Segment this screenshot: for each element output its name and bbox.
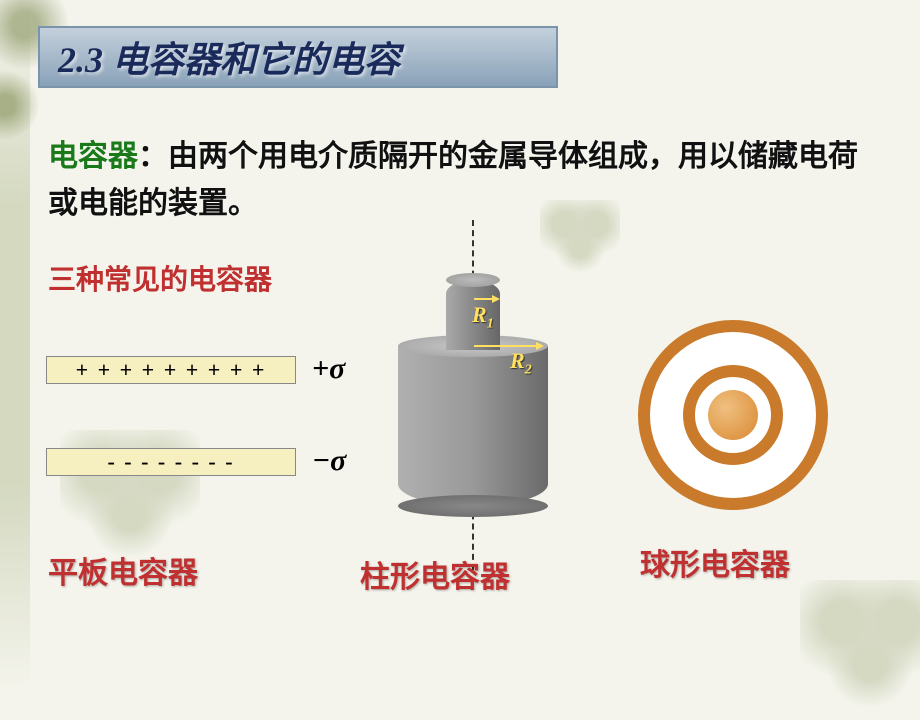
subtitle: 三种常见的电容器 (48, 258, 272, 298)
definition-term: 电容器 (48, 140, 138, 173)
section-title: 2.3 电容器和它的电容 (58, 31, 400, 83)
plate-bottom: - - - - - - - - (46, 448, 296, 476)
sigma-minus-label: −σ (312, 444, 346, 478)
r1-label: R1 (472, 302, 494, 332)
cylinder-diagram: R1 R2 (380, 250, 570, 530)
definition-block: 电容器：由两个用电介质隔开的金属导体组成，用以储藏电荷或电能的装置。 (48, 134, 868, 227)
sigma-plus-label: +σ (312, 352, 345, 386)
sphere-core (708, 390, 758, 440)
decor-leaf-icon (0, 70, 40, 140)
definition-text: 由两个用电介质隔开的金属导体组成，用以储藏电荷或电能的装置。 (48, 140, 858, 220)
r2-arrow-icon (474, 345, 542, 347)
r1-arrow-icon (474, 298, 498, 300)
definition-sep: ： (138, 140, 168, 173)
caption-cylinder: 柱形电容器 (360, 552, 510, 596)
r2-label: R2 (510, 348, 532, 378)
title-banner: 2.3 电容器和它的电容 (38, 26, 558, 88)
caption-sphere: 球形电容器 (640, 540, 790, 584)
sphere-diagram (638, 320, 828, 510)
caption-plate: 平板电容器 (48, 548, 198, 592)
plate-top: + + + + + + + + + (46, 356, 296, 384)
decor-flower-icon (800, 580, 920, 720)
